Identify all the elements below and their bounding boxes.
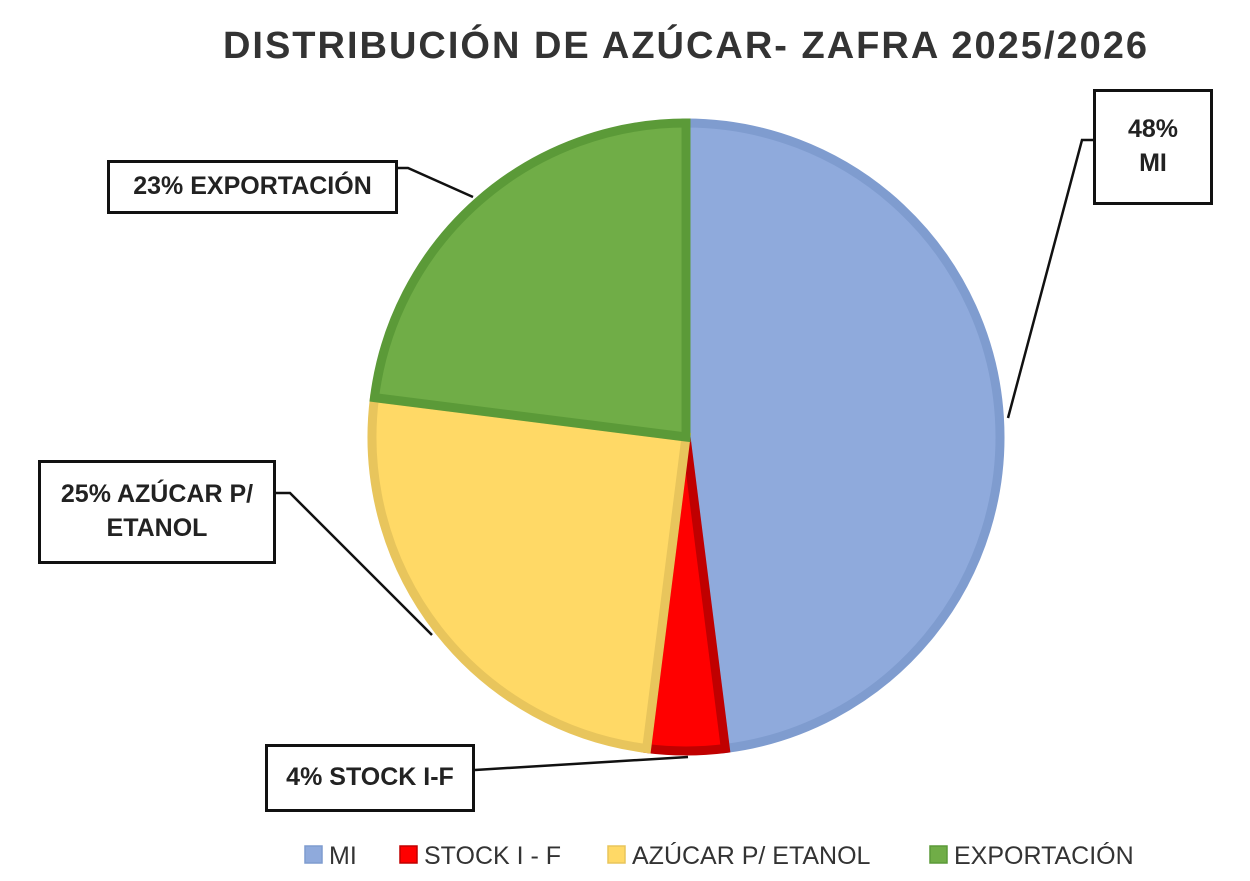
legend-swatch — [399, 845, 418, 864]
chart-title: DISTRIBUCIÓN DE AZÚCAR- ZAFRA 2025/2026 — [223, 23, 1149, 67]
legend-swatch — [929, 845, 948, 864]
data-label-name: AZÚCAR P/ ETANOL — [106, 480, 254, 542]
data-label: 48% MI — [1093, 89, 1213, 205]
data-label: 25% AZÚCAR P/ ETANOL — [38, 460, 276, 564]
leader-line — [474, 755, 689, 772]
leader-line — [398, 166, 474, 199]
data-label-text: 25% AZÚCAR P/ ETANOL — [57, 478, 257, 546]
legend-label: MI — [329, 842, 357, 870]
legend-label: EXPORTACIÓN — [954, 841, 1134, 870]
data-label-text: 48% MI — [1118, 113, 1188, 181]
pie-slice — [367, 392, 692, 754]
data-label-value: 25% — [60, 480, 111, 509]
data-label-value: 4% — [286, 763, 323, 792]
pie-slice — [369, 118, 691, 443]
pie-slice — [681, 118, 1005, 754]
data-label: 4% STOCK I-F — [265, 744, 475, 812]
legend-swatch — [607, 845, 626, 864]
data-label: 23% EXPORTACIÓN — [107, 160, 398, 214]
legend-label: STOCK I - F — [424, 842, 561, 870]
data-label-name: STOCK I-F — [329, 763, 454, 792]
data-label-value: 48% — [1127, 115, 1179, 144]
data-label-name: EXPORTACIÓN — [190, 172, 372, 201]
data-label-name: MI — [1139, 149, 1167, 177]
leader-lines — [276, 138, 1093, 772]
data-label-value: 23% — [133, 172, 184, 201]
legend-label: AZÚCAR P/ ETANOL — [632, 841, 871, 870]
leader-line — [1006, 138, 1093, 419]
legend-swatch — [304, 845, 323, 864]
data-label-text: 23% EXPORTACIÓN — [133, 170, 372, 204]
data-label-text: 4% STOCK I-F — [286, 761, 454, 795]
leader-line — [276, 491, 433, 636]
